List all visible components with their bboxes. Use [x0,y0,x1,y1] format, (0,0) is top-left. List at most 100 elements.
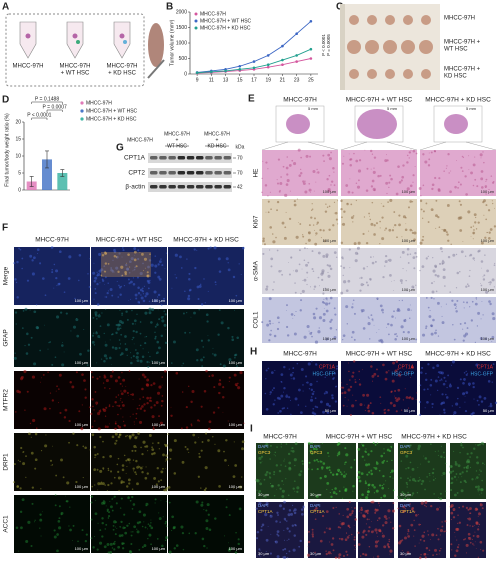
texture [131,322,134,325]
texture [101,254,105,257]
texture [26,390,29,393]
texture [269,514,272,517]
legend-swatch [80,117,84,121]
texture [320,272,324,276]
micrograph [91,371,167,429]
texture [425,325,428,328]
texture [29,422,32,425]
texture [307,441,311,445]
texture [480,241,484,245]
texture [152,427,155,431]
texture [154,502,156,504]
texture [399,256,402,258]
texture [319,460,322,463]
band [168,156,176,160]
syringe [147,59,165,79]
texture [317,373,319,376]
texture [228,514,231,517]
texture [465,552,468,554]
texture [311,208,314,210]
texture [59,311,63,314]
texture [132,336,135,339]
texture [481,300,483,302]
texture [442,382,446,386]
texture [420,371,423,374]
texture [483,214,485,216]
texture [129,260,132,264]
texture [89,449,91,451]
texture [281,489,285,493]
texture [398,223,401,227]
texture [323,308,325,309]
texture [137,249,140,252]
texture [219,363,222,366]
texture [383,545,387,549]
texture [342,339,344,341]
texture [283,517,287,521]
texture [424,501,428,505]
texture [395,410,398,413]
texture [457,397,459,400]
texture [128,435,131,438]
texture [273,334,277,338]
texture [314,340,319,344]
texture [344,396,346,398]
texture [459,472,462,476]
texture [164,460,166,462]
texture [379,227,381,229]
texture [306,247,308,250]
texture [339,526,342,529]
texture [310,388,314,392]
texture [423,531,426,534]
texture [478,494,480,496]
texture [218,382,222,386]
texture [324,474,327,478]
texture [58,373,62,377]
texture [491,312,495,316]
texture [265,551,267,553]
texture [370,256,372,258]
texture [374,260,377,263]
texture [455,306,457,308]
texture [139,420,143,424]
group-label: KD HSC [444,74,467,80]
texture [91,425,94,428]
texture [324,376,326,378]
texture [274,399,276,401]
texture [182,548,185,551]
texture [117,470,120,473]
size-label: 70 [237,170,243,176]
lane-label: + [176,137,179,143]
lane-label: WT HSC [167,143,187,149]
stain-label: GPC3 [310,450,323,455]
texture [135,349,137,351]
texture [149,361,151,363]
texture [290,450,293,452]
texture [109,542,113,546]
texture [469,524,471,526]
texture [357,475,361,479]
texture [112,543,114,545]
texture [55,315,60,319]
texture [65,312,68,315]
texture [453,475,457,479]
texture [306,553,311,557]
texture [276,530,280,534]
texture [366,512,369,515]
texture [167,433,169,435]
texture [442,451,445,454]
texture [79,352,82,356]
texture [322,312,326,316]
texture [390,391,393,393]
texture [473,229,475,231]
texture [200,405,203,408]
texture [125,348,129,352]
texture [53,529,56,532]
texture [161,544,164,548]
texture [81,373,84,376]
column-title: MHCC-97H + KD HSC [401,434,467,441]
texture [360,276,363,280]
tube [113,21,131,59]
texture [465,466,469,470]
texture [161,319,165,323]
